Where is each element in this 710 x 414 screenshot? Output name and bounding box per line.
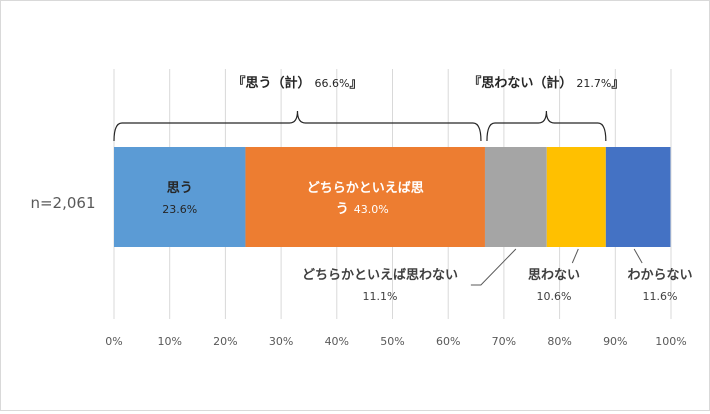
x-tick-label: 80%: [547, 335, 571, 348]
segment-name-label: 思う: [167, 181, 193, 196]
x-tick-label: 60%: [436, 335, 460, 348]
segment-name-label: どちらかといえば思わない: [302, 268, 458, 283]
bracket-name: 『思わない（計）: [468, 75, 572, 91]
bracket-label: 『思う（計） 66.6%』: [232, 75, 362, 91]
bar-segment: [484, 147, 547, 247]
bracket: [113, 110, 482, 142]
leader-line: [470, 248, 517, 286]
x-tick-label: 20%: [213, 335, 237, 348]
bracket-value: 66.6%: [315, 77, 350, 90]
bar-segment: [245, 147, 485, 247]
category-label: n=2,061: [30, 194, 95, 212]
leader-line: [633, 248, 643, 264]
segment-value-label: 43.0%: [354, 203, 389, 216]
bracket-close: 』: [349, 76, 362, 91]
x-tick-label: 40%: [325, 335, 349, 348]
leader-line: [571, 248, 579, 264]
x-tick-label: 10%: [157, 335, 181, 348]
segment-value-label: 11.1%: [363, 290, 398, 303]
x-tick-label: 0%: [105, 335, 122, 348]
x-tick-label: 30%: [269, 335, 293, 348]
bar-segment: [605, 147, 671, 247]
bracket-name: 『思う（計）: [232, 75, 310, 91]
x-tick-label: 50%: [380, 335, 404, 348]
segment-name-label: わからない: [627, 268, 692, 283]
segment-name-label-line2: う: [336, 202, 349, 217]
x-tick-label: 70%: [492, 335, 516, 348]
bar-segment: [114, 147, 246, 247]
bracket-close: 』: [611, 76, 624, 91]
bracket-label: 『思わない（計） 21.7%』: [468, 75, 624, 91]
segment-name-label: 思わない: [528, 268, 580, 283]
segment-name-label: どちらかといえば思: [307, 181, 424, 196]
segment-value-label: 23.6%: [162, 203, 197, 216]
x-tick-label: 90%: [603, 335, 627, 348]
bracket: [486, 110, 607, 142]
segment-value-label: 10.6%: [537, 290, 572, 303]
bar-segment: [546, 147, 606, 247]
bracket-value: 21.7%: [576, 77, 611, 90]
x-tick-label: 100%: [655, 335, 686, 348]
segment-value-label: 11.6%: [643, 290, 678, 303]
